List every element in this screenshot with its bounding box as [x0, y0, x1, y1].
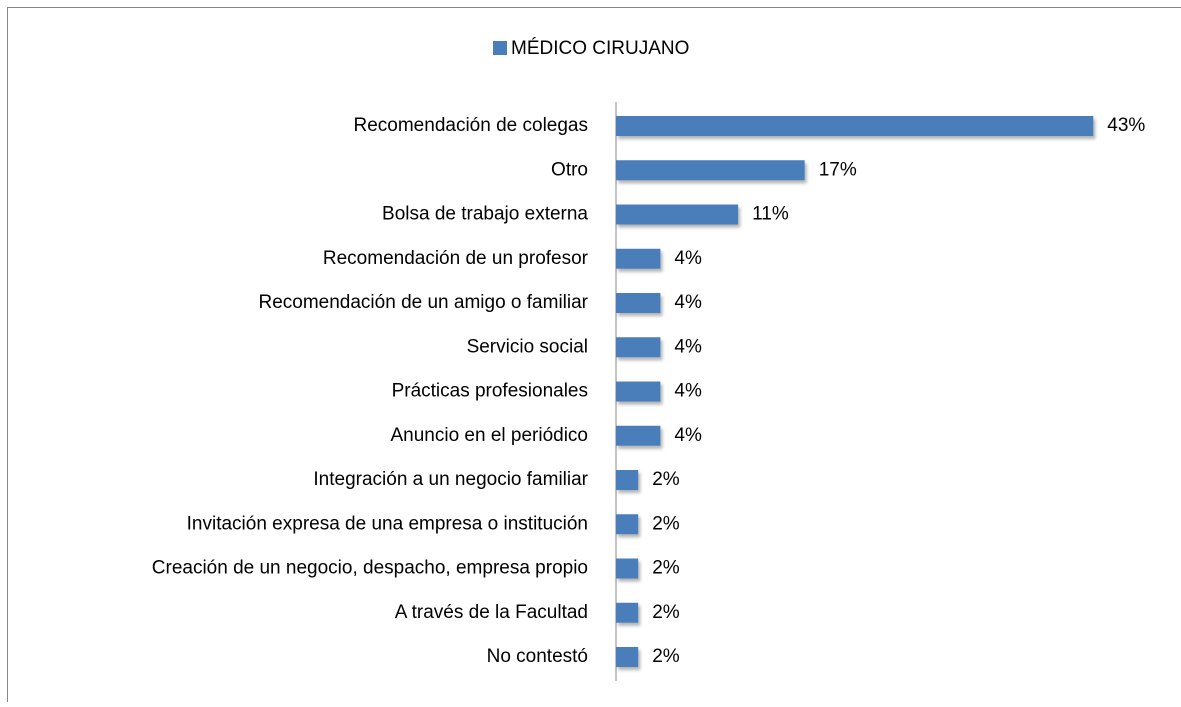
- bar: [616, 514, 638, 534]
- category-label: Anuncio en el periódico: [390, 425, 588, 446]
- category-label: Otro: [551, 159, 588, 180]
- value-label: 2%: [652, 602, 680, 623]
- value-label: 4%: [674, 248, 702, 269]
- bar: [616, 249, 660, 269]
- value-label: 4%: [674, 425, 702, 446]
- value-label: 4%: [674, 292, 702, 313]
- bar: [616, 337, 660, 357]
- value-label: 4%: [674, 381, 702, 402]
- chart-frame: [8, 8, 1181, 703]
- value-label: 4%: [674, 336, 702, 357]
- category-label: Recomendación de colegas: [354, 115, 589, 136]
- bar: [616, 559, 638, 579]
- legend-label: MÉDICO CIRUJANO: [511, 38, 689, 59]
- legend-swatch: [493, 41, 507, 55]
- value-label: 11%: [752, 204, 789, 225]
- bar: [616, 426, 660, 446]
- category-label: Servicio social: [467, 336, 588, 357]
- category-label: Integración a un negocio familiar: [313, 469, 588, 490]
- category-label: A través de la Facultad: [395, 602, 588, 623]
- bar: [616, 603, 638, 623]
- value-label: 2%: [652, 646, 680, 667]
- value-label: 2%: [652, 469, 680, 490]
- bar: [616, 160, 805, 180]
- bar: [616, 205, 738, 225]
- category-label: Recomendación de un amigo o familiar: [258, 292, 588, 313]
- category-label: Recomendación de un profesor: [323, 248, 589, 269]
- value-label: 2%: [652, 558, 680, 579]
- category-label: Invitación expresa de una empresa o inst…: [187, 513, 588, 534]
- value-label: 17%: [819, 159, 857, 180]
- bar: [616, 647, 638, 667]
- value-label: 2%: [652, 513, 680, 534]
- value-label: 43%: [1107, 115, 1145, 136]
- bar: [616, 382, 660, 402]
- category-label: Prácticas profesionales: [392, 381, 588, 402]
- category-label: Bolsa de trabajo externa: [382, 204, 588, 225]
- bar: [616, 470, 638, 490]
- bar: [616, 293, 660, 313]
- category-label: Creación de un negocio, despacho, empres…: [152, 558, 588, 579]
- bar: [616, 116, 1093, 136]
- category-label: No contestó: [487, 646, 588, 667]
